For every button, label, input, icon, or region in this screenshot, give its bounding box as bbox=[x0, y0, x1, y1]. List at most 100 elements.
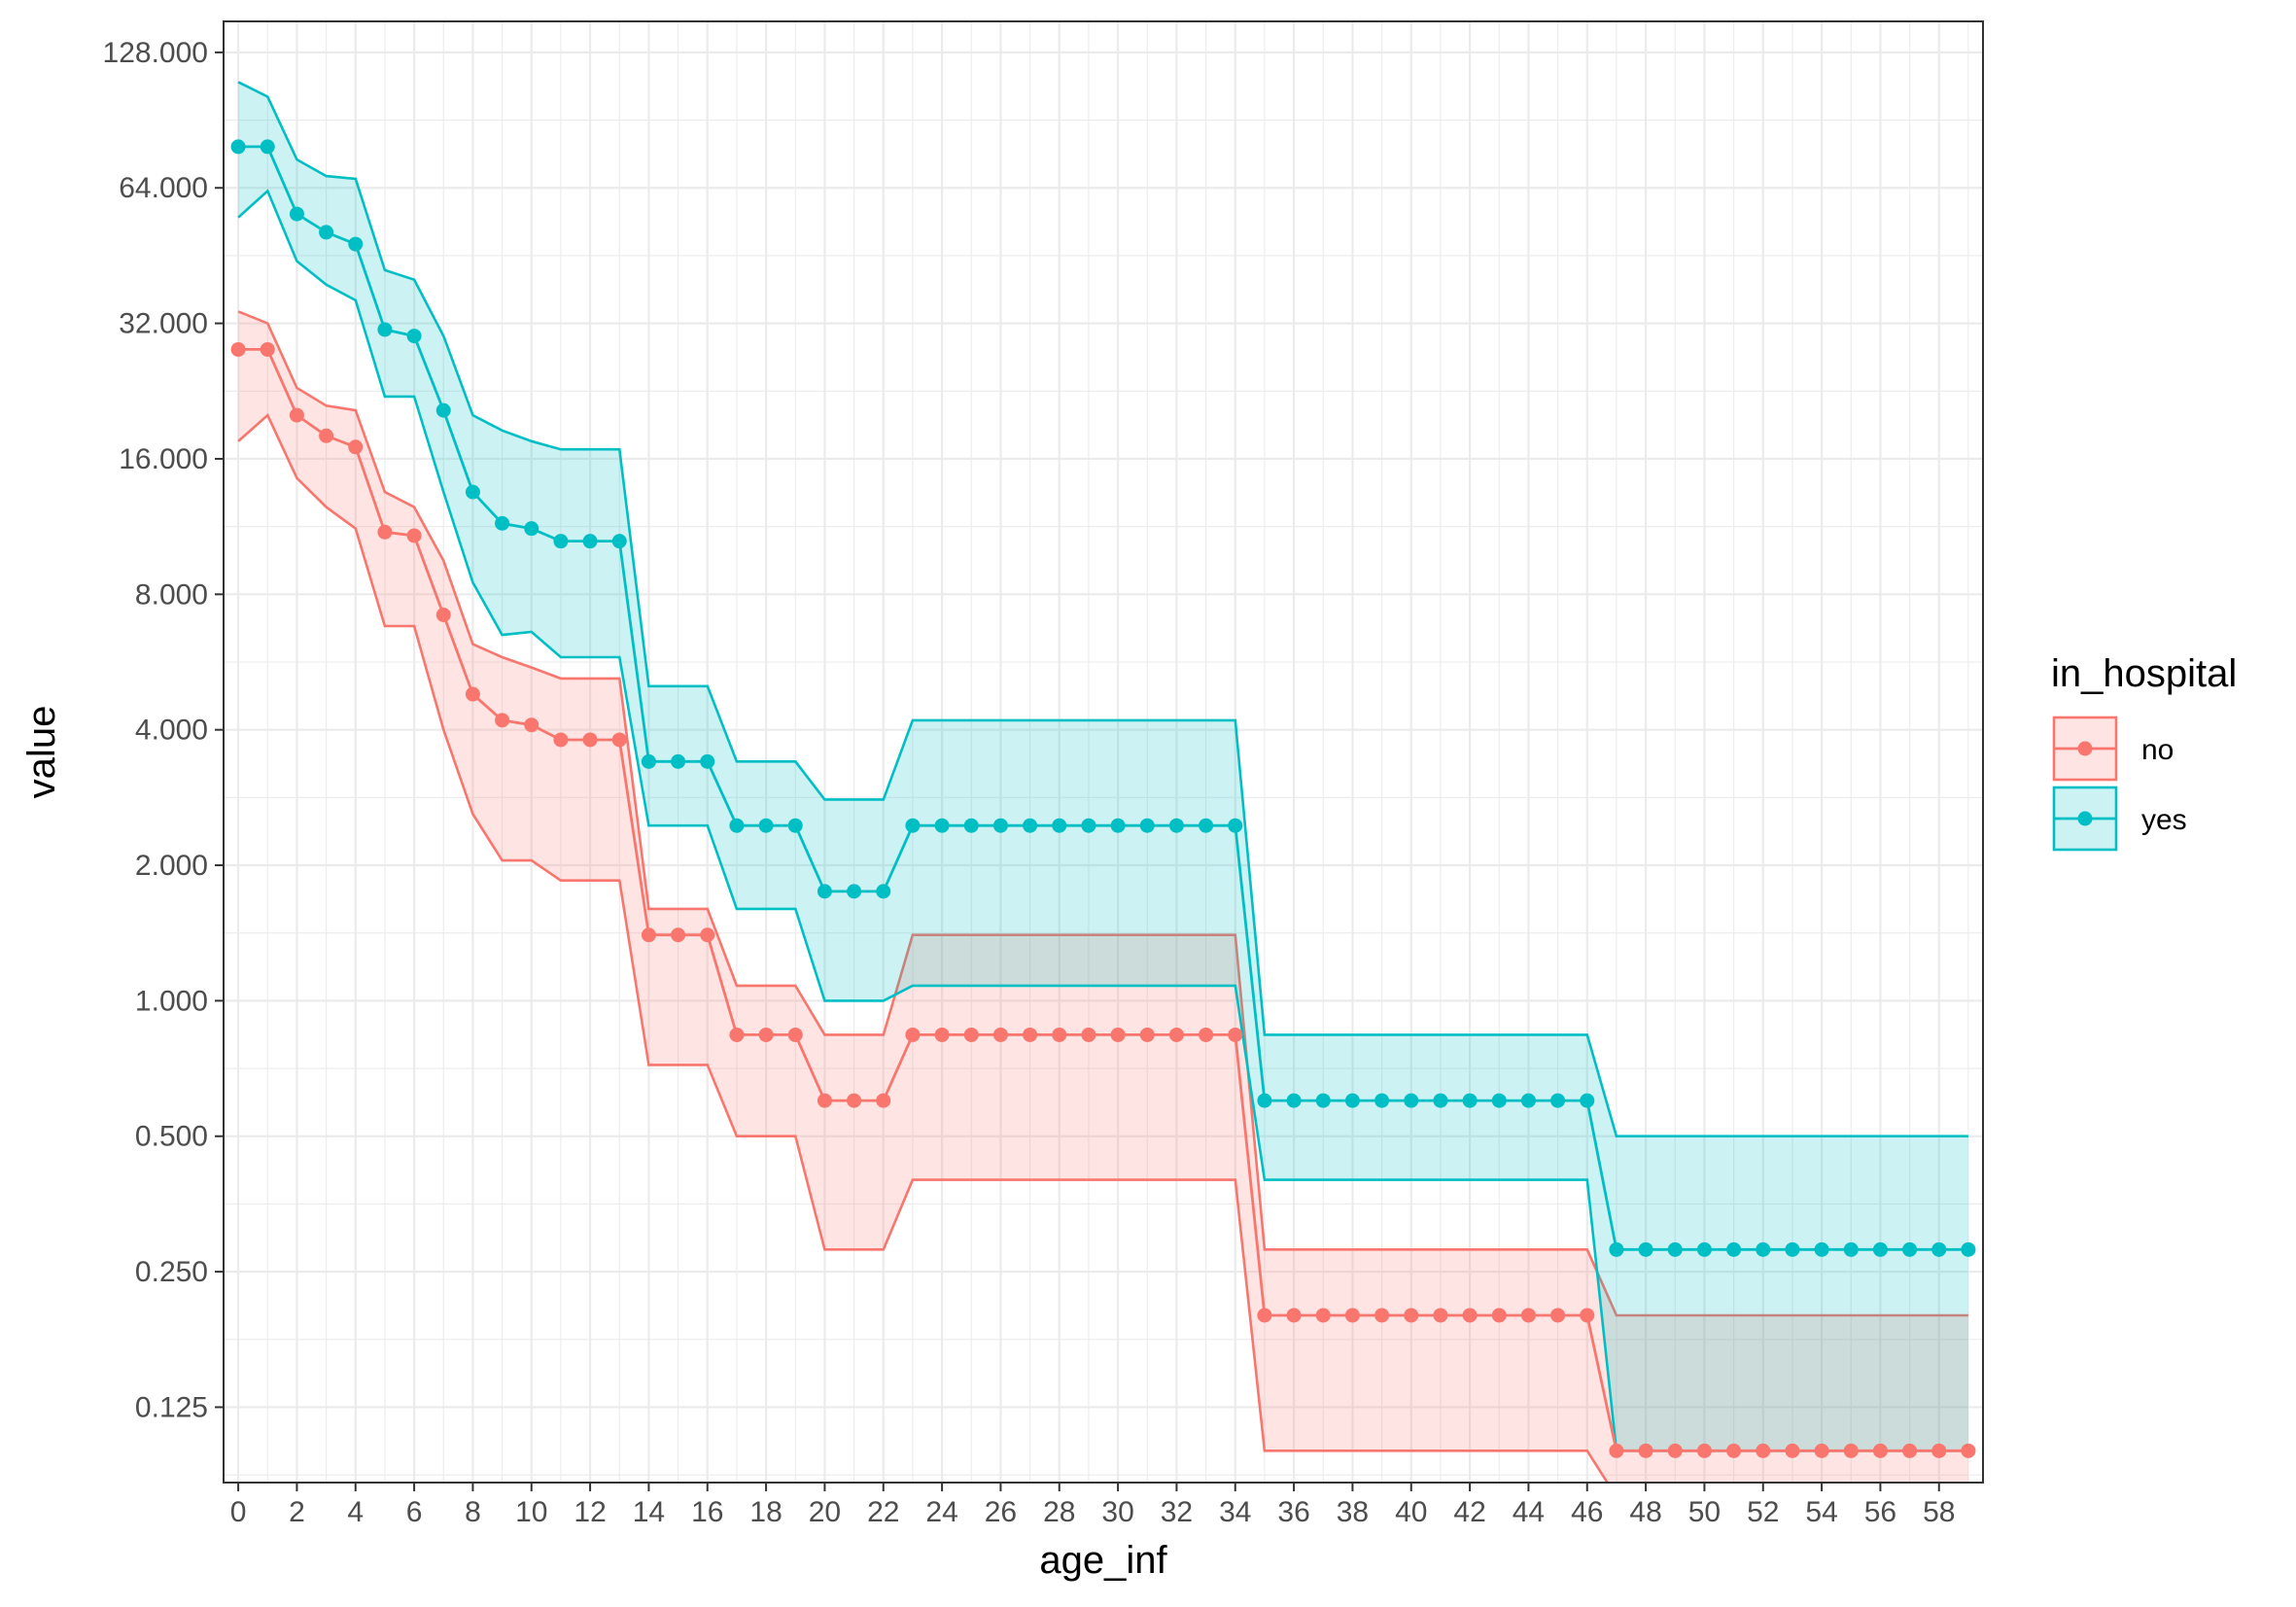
point-no bbox=[1404, 1308, 1419, 1323]
point-no bbox=[1872, 1443, 1888, 1458]
point-no bbox=[1052, 1027, 1067, 1042]
point-yes bbox=[377, 322, 393, 337]
point-yes bbox=[905, 818, 921, 833]
point-no bbox=[611, 732, 627, 748]
x-tick-label: 30 bbox=[1101, 1496, 1133, 1528]
y-tick-label: 2.000 bbox=[135, 850, 208, 882]
point-no bbox=[729, 1027, 745, 1042]
point-yes bbox=[758, 818, 774, 833]
point-yes bbox=[1257, 1093, 1272, 1108]
x-tick-label: 40 bbox=[1395, 1496, 1427, 1528]
x-tick-label: 28 bbox=[1043, 1496, 1075, 1528]
point-no bbox=[1756, 1443, 1771, 1458]
point-no bbox=[406, 528, 422, 543]
ribbon-no bbox=[238, 311, 1968, 1483]
point-no bbox=[1228, 1027, 1243, 1042]
point-yes bbox=[289, 206, 304, 222]
point-no bbox=[1433, 1308, 1448, 1323]
point-no bbox=[641, 927, 656, 943]
y-tick-label: 0.500 bbox=[135, 1121, 208, 1153]
point-yes bbox=[1199, 818, 1214, 833]
point-yes bbox=[348, 236, 364, 252]
point-no bbox=[1199, 1027, 1214, 1042]
point-yes bbox=[847, 884, 862, 899]
point-no bbox=[1785, 1443, 1800, 1458]
point-yes bbox=[1580, 1093, 1595, 1108]
point-no bbox=[905, 1027, 921, 1042]
y-tick-label: 4.000 bbox=[135, 715, 208, 747]
point-no bbox=[1491, 1308, 1507, 1323]
point-yes bbox=[435, 402, 451, 418]
minor-gridlines bbox=[224, 21, 1983, 1483]
legend-label-no: no bbox=[2141, 734, 2174, 766]
point-yes bbox=[1609, 1241, 1624, 1257]
point-no bbox=[377, 524, 393, 540]
point-no bbox=[1580, 1308, 1595, 1323]
x-tick-label: 48 bbox=[1629, 1496, 1661, 1528]
series-points bbox=[230, 139, 1976, 1458]
point-no bbox=[260, 341, 275, 357]
point-yes bbox=[1902, 1241, 1918, 1257]
point-yes bbox=[495, 515, 510, 531]
point-no bbox=[582, 732, 598, 748]
y-tick-label: 128.000 bbox=[103, 37, 208, 69]
y-tick-label: 0.125 bbox=[135, 1391, 208, 1423]
point-no bbox=[1814, 1443, 1829, 1458]
point-yes bbox=[1110, 818, 1126, 833]
point-yes bbox=[1872, 1241, 1888, 1257]
point-yes bbox=[1168, 818, 1184, 833]
point-yes bbox=[1550, 1093, 1566, 1108]
x-tick-label: 38 bbox=[1337, 1496, 1369, 1528]
point-yes bbox=[641, 753, 656, 769]
legend-key-point-no bbox=[2077, 741, 2093, 756]
point-no bbox=[465, 686, 480, 702]
x-tick-label: 22 bbox=[867, 1496, 899, 1528]
point-no bbox=[1081, 1027, 1096, 1042]
upper-bound-no bbox=[237, 310, 1968, 1317]
x-tick-label: 8 bbox=[465, 1496, 481, 1528]
point-no bbox=[1667, 1443, 1683, 1458]
point-no bbox=[1023, 1027, 1038, 1042]
x-tick-label: 52 bbox=[1747, 1496, 1779, 1528]
point-yes bbox=[934, 818, 950, 833]
x-tick-label: 10 bbox=[515, 1496, 547, 1528]
point-no bbox=[876, 1093, 891, 1108]
point-yes bbox=[1814, 1241, 1829, 1257]
point-yes bbox=[671, 753, 686, 769]
point-yes bbox=[992, 818, 1008, 833]
point-yes bbox=[1667, 1241, 1683, 1257]
point-yes bbox=[1491, 1093, 1507, 1108]
point-yes bbox=[260, 139, 275, 155]
x-tick-label: 26 bbox=[985, 1496, 1017, 1528]
point-no bbox=[319, 428, 334, 443]
point-yes bbox=[1433, 1093, 1448, 1108]
point-no bbox=[1550, 1308, 1566, 1323]
y-tick-label: 1.000 bbox=[135, 985, 208, 1017]
point-no bbox=[992, 1027, 1008, 1042]
point-yes bbox=[1931, 1241, 1947, 1257]
point-no bbox=[847, 1093, 862, 1108]
point-no bbox=[495, 713, 510, 728]
lower-bound-no bbox=[237, 412, 1610, 1483]
point-yes bbox=[1374, 1093, 1390, 1108]
point-no bbox=[1609, 1443, 1624, 1458]
point-no bbox=[1520, 1308, 1536, 1323]
point-no bbox=[700, 927, 715, 943]
point-no bbox=[934, 1027, 950, 1042]
x-tick-label: 12 bbox=[574, 1496, 606, 1528]
point-no bbox=[787, 1027, 803, 1042]
point-yes bbox=[1228, 818, 1243, 833]
point-yes bbox=[1404, 1093, 1419, 1108]
point-yes bbox=[1315, 1093, 1331, 1108]
x-tick-label: 56 bbox=[1864, 1496, 1896, 1528]
y-axis-ticks: 0.125 0.250 0.500 1.000 2.000 4.000 8.000 16.00… bbox=[103, 37, 224, 1423]
point-no bbox=[1286, 1308, 1302, 1323]
point-no bbox=[1110, 1027, 1126, 1042]
point-yes bbox=[1081, 818, 1096, 833]
point-yes bbox=[465, 484, 480, 500]
upper-bound-yes bbox=[237, 81, 1968, 1137]
point-yes bbox=[1638, 1241, 1653, 1257]
y-tick-label: 0.250 bbox=[135, 1256, 208, 1288]
x-tick-label: 16 bbox=[691, 1496, 723, 1528]
